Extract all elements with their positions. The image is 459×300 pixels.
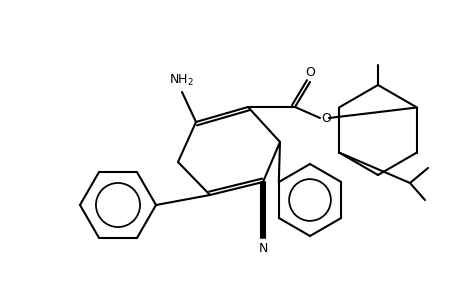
Text: N: N — [258, 242, 267, 255]
Text: O: O — [320, 112, 330, 124]
Text: NH$_2$: NH$_2$ — [168, 73, 193, 88]
Text: O: O — [304, 66, 314, 79]
